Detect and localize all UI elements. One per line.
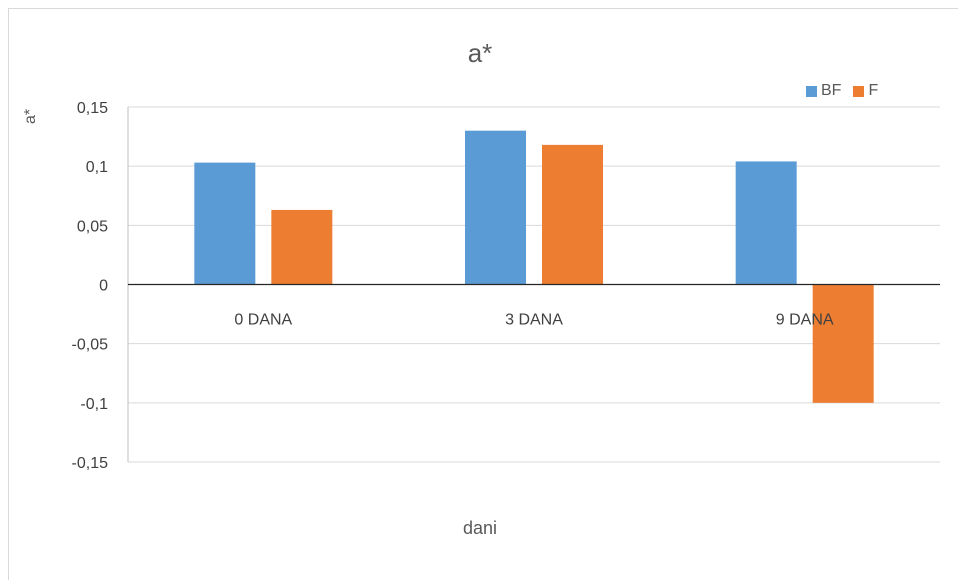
bar-f-1 — [542, 144, 603, 285]
y-tick-label: -0,15 — [72, 455, 109, 472]
chart-title: a* — [467, 38, 493, 68]
x-tick-label: 0 DANA — [234, 312, 292, 329]
legend-swatch-f — [853, 85, 865, 97]
y-tick-label: 0,1 — [86, 159, 108, 176]
y-tick-label: 0,05 — [77, 218, 108, 235]
x-tick-label: 3 DANA — [505, 312, 563, 329]
bar-bf-0 — [194, 162, 256, 285]
legend-label-f: F — [868, 82, 879, 99]
bar-f-2 — [812, 284, 874, 403]
bar-f-0 — [271, 209, 333, 285]
legend-item-f: F — [853, 82, 878, 100]
y-tick-label: -0,05 — [72, 337, 109, 354]
bar-bf-2 — [735, 161, 797, 285]
legend-item-bf: BF — [806, 82, 841, 100]
legend-swatch-bf — [806, 85, 817, 97]
legend: BF F — [806, 82, 890, 100]
y-tick-label: -0,1 — [80, 396, 108, 413]
x-axis-label: dani — [462, 518, 498, 538]
chart-frame — [8, 8, 958, 580]
y-tick-label: 0,15 — [77, 100, 108, 117]
x-tick-label: 9 DANA — [776, 312, 834, 329]
bar-bf-1 — [465, 130, 526, 285]
legend-label-bf: BF — [821, 82, 842, 99]
y-tick-label: 0 — [99, 278, 108, 295]
